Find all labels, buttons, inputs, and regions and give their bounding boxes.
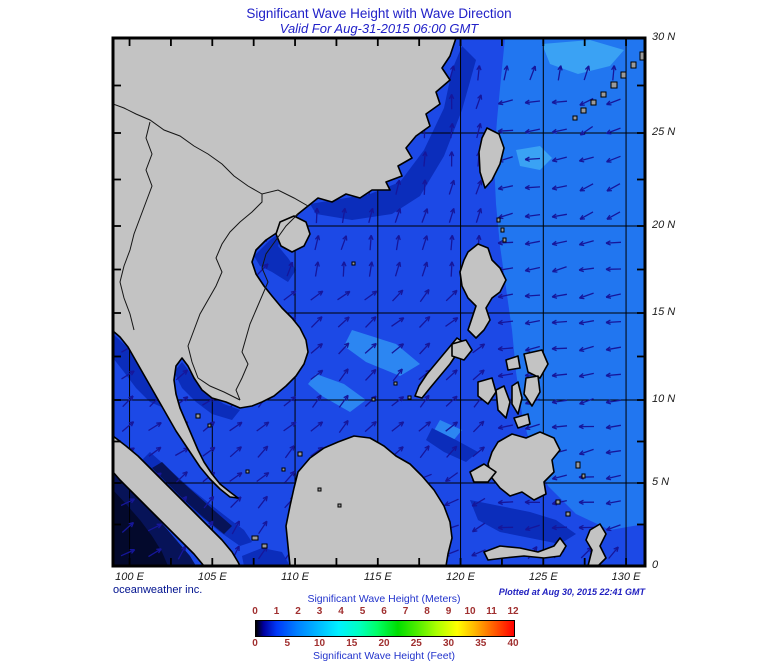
meters-tick: 3 <box>316 606 323 617</box>
lat-label: 10 N <box>652 393 676 405</box>
meters-tick: 5 <box>359 606 366 617</box>
meters-tick: 7 <box>402 606 409 617</box>
meters-tick: 8 <box>424 606 430 617</box>
feet-tick: 15 <box>346 638 358 649</box>
credit-text: oceanweather inc. <box>113 584 203 596</box>
meters-tick: 11 <box>486 606 497 617</box>
feet-tick: 20 <box>378 638 390 649</box>
feet-tick: 40 <box>507 638 519 649</box>
lon-label: 115 E <box>363 571 392 583</box>
lon-label: 100 E <box>115 571 144 583</box>
meters-tick: 12 <box>507 606 519 617</box>
plotted-timestamp: Plotted at Aug 30, 2015 22:41 GMT <box>498 587 645 597</box>
valid-time-subtitle: Valid For Aug-31-2015 06:00 GMT <box>279 21 479 36</box>
lat-label: 0 <box>652 559 659 571</box>
meters-tick: 4 <box>338 606 344 617</box>
meters-tick: 1 <box>273 606 280 617</box>
lat-label: 5 N <box>652 476 670 488</box>
meters-tick: 10 <box>464 606 476 617</box>
feet-tick: 35 <box>475 638 487 649</box>
feet-tick: 30 <box>442 638 455 649</box>
feet-tick: 5 <box>284 638 291 649</box>
meters-tick: 9 <box>445 606 452 617</box>
meters-tick: 2 <box>295 606 301 617</box>
meters-tick: 6 <box>381 606 387 617</box>
lat-label: 25 N <box>652 126 676 138</box>
lon-label: 130 E <box>611 571 641 583</box>
meters-tick: 0 <box>252 606 258 617</box>
lat-label: 15 N <box>652 306 676 318</box>
legend-title-feet: Significant Wave Height (Feet) <box>312 650 455 662</box>
legend-title-meters: Significant Wave Height (Meters) <box>307 593 461 605</box>
page-title: Significant Wave Height with Wave Direct… <box>246 6 512 21</box>
lon-label: 110 E <box>281 571 310 583</box>
lat-label: 20 N <box>652 219 676 231</box>
lon-label: 120 E <box>446 571 475 583</box>
colorbar <box>255 620 515 637</box>
lat-label: 30 N <box>652 31 676 43</box>
feet-tick: 0 <box>252 638 258 649</box>
feet-tick: 25 <box>410 638 422 649</box>
lon-label: 125 E <box>528 571 558 583</box>
lon-label: 105 E <box>197 571 227 583</box>
feet-tick: 10 <box>313 638 326 649</box>
